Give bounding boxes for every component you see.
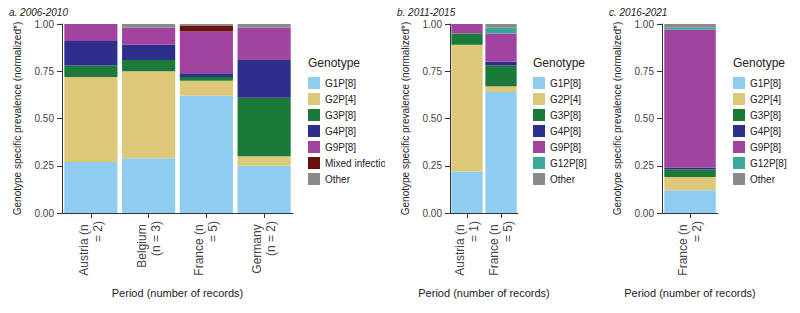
svg-text:0.50: 0.50 (635, 113, 655, 124)
svg-text:Austria (n: Austria (n (77, 221, 91, 276)
svg-text:Other: Other (750, 174, 776, 185)
svg-text:Period (number of records): Period (number of records) (112, 287, 243, 299)
svg-text:G1P[8]: G1P[8] (550, 78, 581, 89)
svg-text:Genotype: Genotype (733, 56, 785, 70)
svg-text:France (n: France (n (487, 221, 501, 276)
svg-text:G9P[8]: G9P[8] (550, 142, 581, 153)
svg-text:Genotype: Genotype (308, 56, 360, 70)
svg-text:Genotype: Genotype (533, 56, 585, 70)
svg-text:G4P[8]: G4P[8] (325, 126, 356, 137)
svg-text:G12P[8]: G12P[8] (750, 158, 787, 169)
svg-text:0.00: 0.00 (35, 208, 55, 219)
svg-text:G1P[8]: G1P[8] (325, 78, 356, 89)
svg-text:Other: Other (325, 174, 351, 185)
svg-text:0.50: 0.50 (35, 113, 55, 124)
svg-text:G2P[4]: G2P[4] (550, 94, 581, 105)
svg-text:= 5): = 5) (206, 221, 220, 242)
svg-text:0.00: 0.00 (635, 208, 655, 219)
svg-text:0.75: 0.75 (635, 66, 655, 77)
svg-text:(n = 3): (n = 3) (149, 221, 163, 256)
svg-text:= 5): = 5) (501, 221, 515, 242)
svg-text:b. 2011-2015: b. 2011-2015 (397, 7, 456, 18)
svg-text:= 2): = 2) (91, 221, 105, 242)
svg-text:0.75: 0.75 (423, 66, 443, 77)
svg-text:G3P[8]: G3P[8] (750, 110, 781, 121)
svg-text:Austria (n: Austria (n (453, 221, 467, 276)
svg-text:0.75: 0.75 (35, 66, 55, 77)
svg-text:0.00: 0.00 (423, 208, 443, 219)
svg-text:= 1): = 1) (467, 221, 481, 242)
svg-text:Genotype specific prevalence (: Genotype specific prevalence (normalized… (612, 22, 623, 215)
svg-text:Mixed infections: Mixed infections (325, 158, 385, 169)
svg-text:(n = 2): (n = 2) (264, 221, 278, 256)
svg-text:G9P[8]: G9P[8] (325, 142, 356, 153)
svg-text:= 2): = 2) (690, 221, 704, 242)
svg-text:G9P[8]: G9P[8] (750, 142, 781, 153)
svg-text:1.00: 1.00 (423, 19, 443, 30)
svg-text:a. 2006-2010: a. 2006-2010 (9, 7, 68, 18)
svg-text:France (n: France (n (192, 221, 206, 276)
svg-text:0.50: 0.50 (423, 113, 443, 124)
svg-text:1.00: 1.00 (35, 19, 55, 30)
svg-text:Other: Other (550, 174, 576, 185)
svg-text:0.25: 0.25 (635, 160, 655, 171)
svg-text:France (n: France (n (676, 221, 690, 276)
svg-text:Period (number of records): Period (number of records) (418, 287, 549, 299)
svg-text:G12P[8]: G12P[8] (550, 158, 587, 169)
svg-text:G4P[8]: G4P[8] (750, 126, 781, 137)
svg-text:G3P[8]: G3P[8] (550, 110, 581, 121)
svg-text:Germany: Germany (250, 221, 264, 274)
svg-text:G2P[4]: G2P[4] (750, 94, 781, 105)
svg-text:0.25: 0.25 (423, 160, 443, 171)
svg-text:G3P[8]: G3P[8] (325, 110, 356, 121)
svg-text:G4P[8]: G4P[8] (550, 126, 581, 137)
svg-text:1.00: 1.00 (635, 19, 655, 30)
svg-text:c. 2016-2021: c. 2016-2021 (609, 7, 667, 18)
svg-text:Genotype specific prevalence (: Genotype specific prevalence (normalized… (400, 22, 411, 215)
svg-text:Belgium: Belgium (135, 221, 149, 268)
svg-text:G1P[8]: G1P[8] (750, 78, 781, 89)
svg-text:G2P[4]: G2P[4] (325, 94, 356, 105)
svg-text:0.25: 0.25 (35, 160, 55, 171)
svg-text:Period (number of records): Period (number of records) (624, 287, 755, 299)
svg-text:Genotype specific prevalence (: Genotype specific prevalence (normalized… (12, 22, 23, 215)
